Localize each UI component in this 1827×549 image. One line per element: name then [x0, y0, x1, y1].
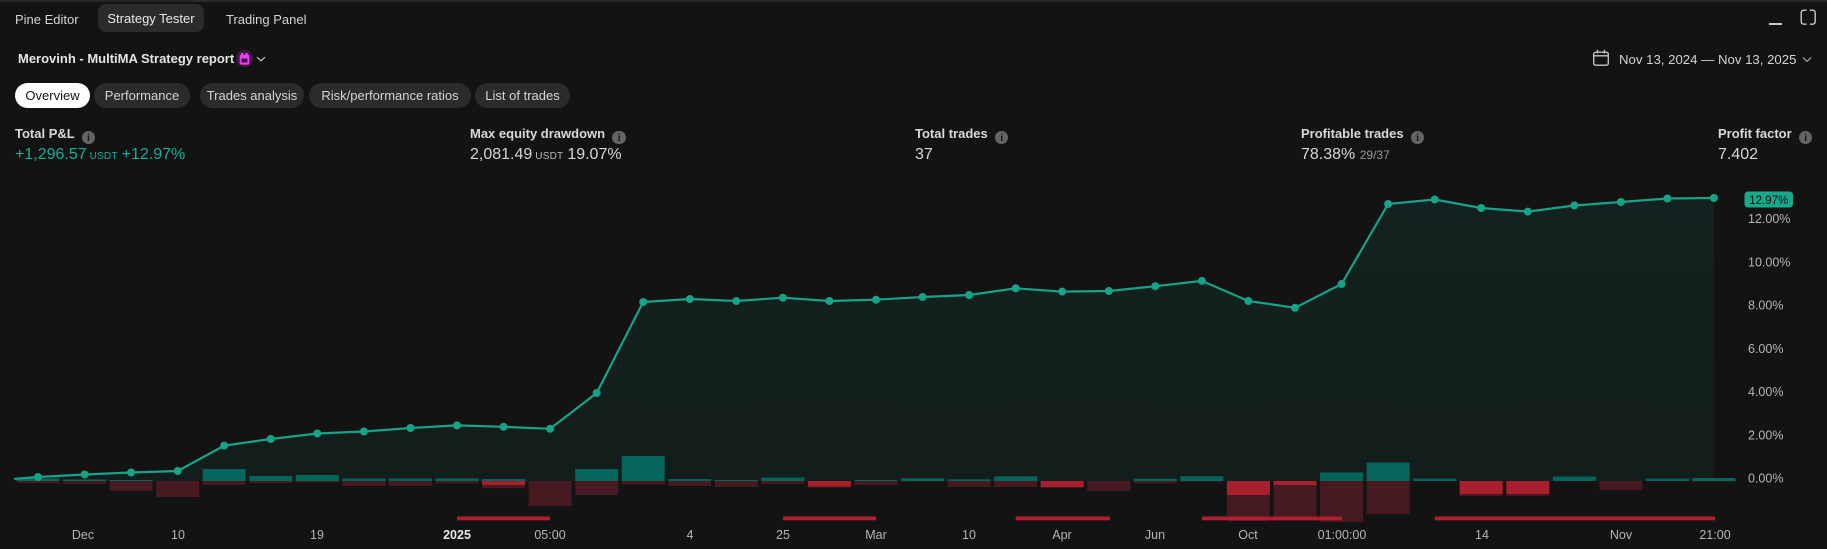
svg-text:Apr: Apr — [1052, 528, 1071, 542]
svg-text:05:00: 05:00 — [534, 528, 565, 542]
svg-text:25: 25 — [776, 528, 790, 542]
svg-text:Mar: Mar — [865, 528, 887, 542]
svg-text:Jun: Jun — [1145, 528, 1165, 542]
svg-text:4.00%: 4.00% — [1748, 385, 1783, 399]
svg-text:Oct: Oct — [1238, 528, 1258, 542]
svg-text:0.00%: 0.00% — [1748, 472, 1783, 486]
svg-text:14: 14 — [1475, 528, 1489, 542]
svg-text:01:00:00: 01:00:00 — [1318, 528, 1367, 542]
svg-text:21:00: 21:00 — [1699, 528, 1730, 542]
svg-text:19: 19 — [310, 528, 324, 542]
svg-text:Dec: Dec — [72, 528, 94, 542]
svg-text:2.00%: 2.00% — [1748, 428, 1783, 442]
svg-text:4: 4 — [687, 528, 694, 542]
svg-text:12.97%: 12.97% — [1749, 195, 1788, 207]
svg-text:12.00%: 12.00% — [1748, 212, 1790, 226]
svg-text:6.00%: 6.00% — [1748, 342, 1783, 356]
svg-text:10: 10 — [962, 528, 976, 542]
svg-text:10.00%: 10.00% — [1748, 255, 1790, 269]
svg-text:Nov: Nov — [1610, 528, 1633, 542]
svg-text:2025: 2025 — [443, 528, 471, 542]
svg-text:8.00%: 8.00% — [1748, 299, 1783, 313]
svg-text:10: 10 — [171, 528, 185, 542]
